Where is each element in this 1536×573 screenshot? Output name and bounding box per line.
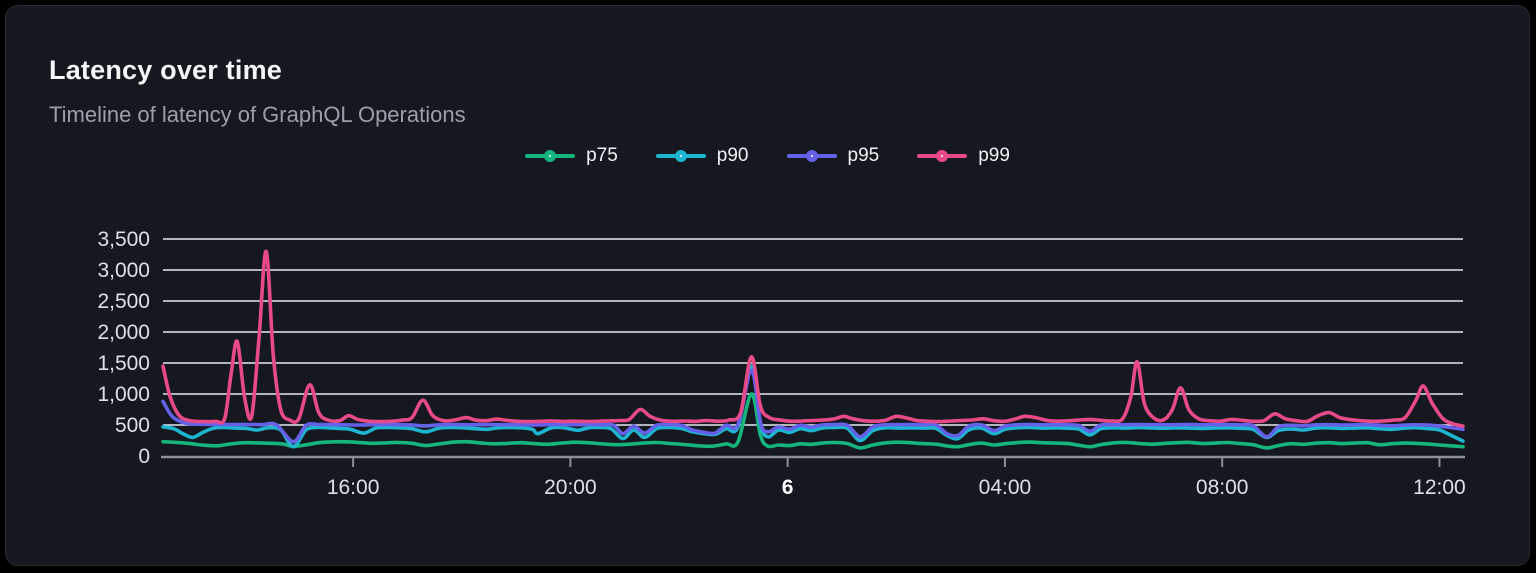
legend-marker-icon	[525, 144, 575, 168]
legend-label: p99	[978, 145, 1010, 167]
legend-item-p90[interactable]: p90	[656, 144, 749, 168]
latency-card: Latency over time Timeline of latency of…	[5, 5, 1530, 566]
y-tick-label-3500: 3,500	[97, 228, 150, 251]
legend-label: p90	[717, 145, 749, 167]
y-tick-label-1000: 1,000	[97, 383, 150, 406]
chart-title: Latency over time	[49, 55, 282, 86]
y-tick-label-2500: 2,500	[97, 290, 150, 313]
y-tick-label-2000: 2,000	[97, 321, 150, 344]
legend-label: p95	[848, 145, 880, 167]
x-tick-label-20:00: 20:00	[544, 476, 597, 499]
y-tick-label-0: 0	[138, 445, 150, 468]
series-line-p99[interactable]	[163, 251, 1463, 426]
y-tick-label-1500: 1,500	[97, 352, 150, 375]
chart-subtitle: Timeline of latency of GraphQL Operation…	[49, 102, 466, 128]
legend-marker-icon	[656, 144, 706, 168]
legend-marker-icon	[917, 144, 967, 168]
x-tick-label-08:00: 08:00	[1196, 476, 1249, 499]
legend-label: p75	[586, 145, 618, 167]
legend-item-p99[interactable]: p99	[917, 144, 1010, 168]
y-tick-label-3000: 3,000	[97, 259, 150, 282]
y-tick-label-500: 500	[115, 414, 150, 437]
x-tick-label-04:00: 04:00	[979, 476, 1032, 499]
legend-item-p75[interactable]: p75	[525, 144, 618, 168]
x-tick-label-16:00: 16:00	[327, 476, 380, 499]
legend-item-p95[interactable]: p95	[787, 144, 880, 168]
x-tick-label-12:00: 12:00	[1413, 476, 1466, 499]
chart-legend: p75 p90 p95 p99	[6, 144, 1529, 168]
legend-marker-icon	[787, 144, 837, 168]
latency-chart[interactable]: 0 500 1,000 1,500 2,000 2,500 3,000 3,500 16:00 2…	[6, 191, 1536, 573]
x-tick-label-6: 6	[782, 476, 794, 499]
